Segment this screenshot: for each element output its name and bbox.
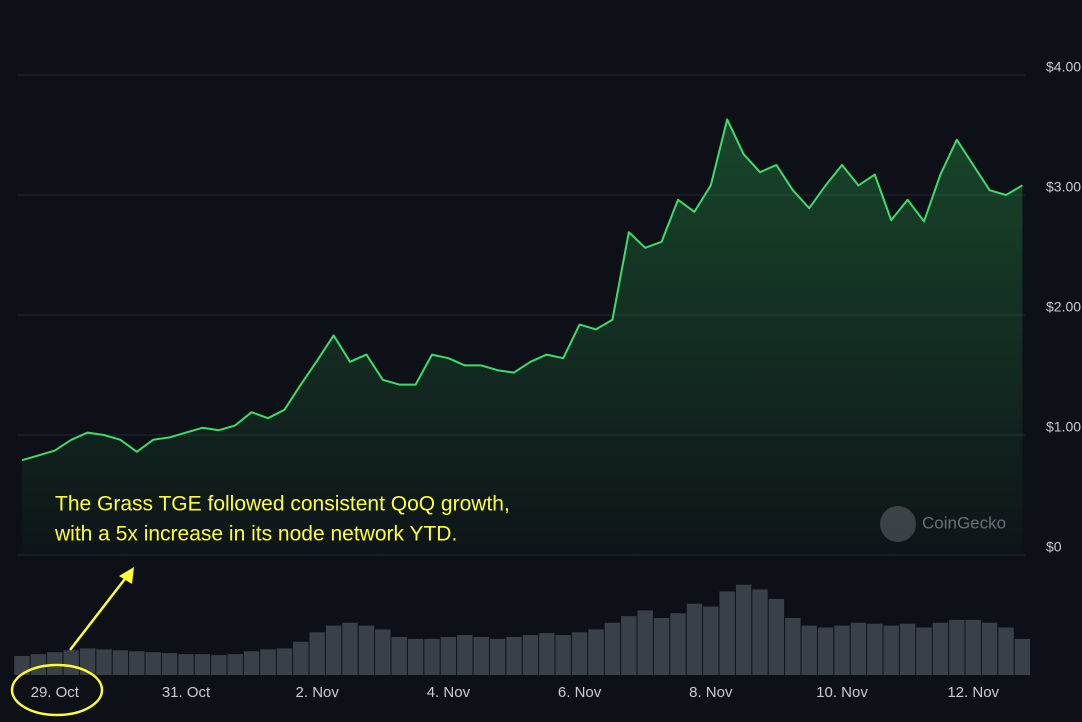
y-tick-label: $4.00: [1046, 59, 1081, 75]
volume-bar: [949, 619, 965, 675]
x-tick-label: 8. Nov: [689, 684, 733, 701]
volume-bar: [785, 618, 801, 675]
y-tick-label: $0: [1046, 539, 1062, 555]
x-tick-label: 12. Nov: [947, 684, 999, 701]
volume-bar: [30, 654, 47, 675]
x-tick-label: 4. Nov: [427, 684, 471, 701]
x-tick-label: 6. Nov: [558, 684, 602, 701]
volume-bar: [424, 638, 440, 675]
volume-bar: [375, 629, 391, 675]
volume-bar: [686, 603, 703, 675]
y-tick-label: $1.00: [1046, 419, 1081, 435]
x-tick-label: 31. Oct: [162, 684, 211, 701]
volume-bar: [243, 651, 260, 675]
volume-bar: [129, 651, 145, 675]
x-tick-label: 2. Nov: [296, 684, 340, 701]
volume-bar: [325, 625, 342, 675]
volume-bar: [981, 622, 998, 675]
annotation: The Grass TGE followed consistent QoQ gr…: [55, 493, 510, 516]
x-tick-label: 10. Nov: [816, 684, 868, 701]
volume-bar: [112, 650, 129, 675]
volume-bar: [998, 627, 1014, 675]
volume-bar: [555, 635, 571, 675]
volume-bar: [342, 622, 358, 675]
volume-bar: [79, 648, 96, 675]
annotation: with a 5x increase in its node network Y…: [54, 523, 457, 546]
volume-bar: [178, 654, 194, 675]
volume-bar: [473, 637, 489, 675]
volume-bar: [637, 610, 653, 675]
volume-bar: [621, 616, 637, 675]
volume-bar: [965, 619, 981, 675]
volume-bar: [63, 650, 79, 675]
volume-bar: [735, 584, 752, 675]
volume-bar: [309, 632, 325, 675]
volume-bar: [293, 641, 309, 675]
volume-bar: [47, 652, 63, 675]
volume-bar: [670, 613, 686, 675]
volume-bar: [194, 654, 211, 675]
volume-bar: [867, 623, 883, 675]
volume-bar: [899, 623, 916, 675]
volume-bar: [211, 655, 227, 675]
y-tick-label: $2.00: [1046, 299, 1081, 315]
arrow: [69, 574, 129, 651]
volume-bar: [768, 599, 785, 675]
volume-bar: [358, 625, 375, 675]
volume-bar: [96, 649, 112, 675]
volume-bar: [932, 622, 949, 675]
volume-bar: [571, 632, 588, 675]
volume-bar: [260, 649, 276, 675]
volume-bar: [719, 591, 735, 675]
watermark: CoinGecko: [922, 513, 1006, 532]
volume-bar: [752, 589, 768, 675]
volume-bar: [391, 637, 407, 675]
volume-bar: [227, 654, 243, 675]
volume-bar: [539, 633, 555, 675]
highlight-ellipse: [10, 663, 104, 717]
x-tick-label: 29. Oct: [31, 684, 80, 701]
volume-bar: [407, 638, 424, 675]
volume-bar: [703, 606, 719, 675]
volume-bar: [817, 627, 834, 675]
volume-bar: [588, 629, 604, 675]
watermark-logo: [880, 506, 916, 542]
y-tick-label: $3.00: [1046, 179, 1081, 195]
volume-bar: [489, 638, 506, 675]
volume-bar: [1014, 638, 1031, 675]
volume-bar: [850, 622, 867, 675]
area: [22, 119, 1023, 556]
volume-bar: [883, 625, 899, 675]
arrow-head: [119, 567, 134, 584]
volume-bar: [161, 653, 178, 675]
volume-bar: [145, 652, 161, 675]
volume-bar: [276, 648, 293, 675]
volume-bar: [834, 625, 850, 675]
price-line: [21, 118, 1023, 462]
volume-bar: [457, 635, 473, 675]
volume-bar: [506, 637, 522, 675]
volume-bar: [522, 635, 539, 675]
volume-bar: [653, 618, 670, 675]
volume-bar: [916, 627, 932, 675]
volume-bar: [440, 637, 457, 675]
volume-bar: [604, 622, 621, 675]
volume-bar: [14, 656, 30, 675]
volume-bar: [801, 625, 817, 675]
